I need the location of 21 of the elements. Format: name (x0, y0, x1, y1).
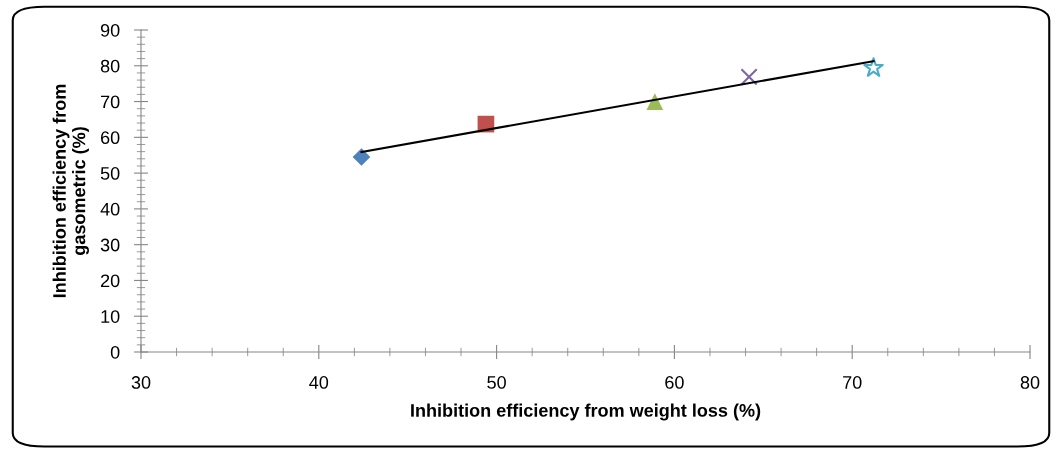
y-tick-label: 0 (110, 345, 120, 359)
y-axis-title: Inhibition efficiency from gasometric (%) (52, 84, 89, 298)
x-axis-title: Inhibition efficiency from weight loss (%) (411, 403, 761, 421)
y-tick-label: 70 (101, 95, 120, 109)
point (352, 148, 371, 166)
y-tick-label: 10 (101, 310, 120, 323)
y-tick-label: 90 (100, 23, 120, 37)
point (740, 68, 758, 86)
x-tick-label: 60 (665, 376, 684, 389)
x-tick-label: 40 (309, 376, 329, 389)
point (863, 57, 884, 77)
y-tick-label: 40 (100, 202, 120, 216)
x-tick-label: 70 (843, 376, 862, 389)
x-tick-label: 30 (131, 376, 151, 389)
y-tick-label: 60 (101, 131, 120, 145)
y-tick-label: 20 (100, 274, 120, 288)
y-tick-label: 80 (100, 59, 120, 73)
x-tick-label: 50 (487, 376, 506, 389)
y-tick-label: 50 (100, 167, 120, 180)
y-tick-label: 30 (100, 238, 120, 252)
x-tick-label: 80 (1020, 376, 1040, 389)
